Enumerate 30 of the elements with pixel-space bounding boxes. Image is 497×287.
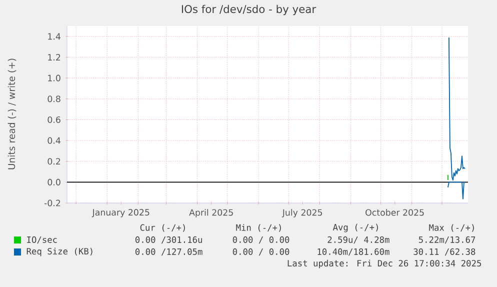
- text: 2.59u/ 4.28m: [328, 236, 390, 244]
- legend-label: IO/sec: [27, 236, 57, 244]
- y-tick-label: 0.4: [48, 137, 60, 144]
- x-tick-label: April 2025: [189, 209, 233, 218]
- x-tick-label: October 2025: [366, 209, 424, 216]
- text: Min (-/+): [236, 224, 281, 232]
- text: 0.00 / 0.00: [232, 236, 290, 244]
- y-tick-label: -0.2: [44, 200, 60, 206]
- chart-title: IOs for /dev/sdo - by year: [182, 4, 316, 16]
- y-tick-label: 0.0: [48, 178, 60, 186]
- text: Avg (-/+): [332, 224, 378, 232]
- x-tick-label: July 2025: [282, 209, 322, 218]
- text: Max (-/+): [429, 224, 474, 232]
- text: 0.00 / 0.00: [232, 248, 290, 256]
- y-tick-label: 0.2: [48, 158, 60, 165]
- text: Cur (-/+): [140, 224, 185, 232]
- text: 30.11 /62.38: [414, 248, 476, 256]
- text: 0.00 /301.16u: [135, 236, 202, 244]
- y-tick-label: 1.0: [48, 74, 60, 82]
- text: 10.40m/181.60m: [318, 248, 390, 256]
- legend-label: Req Size (KB): [26, 248, 92, 256]
- text: 0.00 /127.05m: [135, 248, 202, 256]
- y-tick-label: 1.2: [48, 54, 60, 60]
- text: Last update: Fri Dec 26 17:00:34 2025: [288, 260, 482, 268]
- y-axis-title: Units read (-) / write (+): [8, 58, 16, 170]
- y-tick-label: 1.4: [48, 33, 60, 40]
- text: 5.22m/13.67: [418, 236, 476, 244]
- y-tick-label: 0.8: [48, 96, 60, 102]
- y-tick-label: 0.6: [48, 116, 60, 123]
- x-tick-label: January 2025: [92, 209, 150, 218]
